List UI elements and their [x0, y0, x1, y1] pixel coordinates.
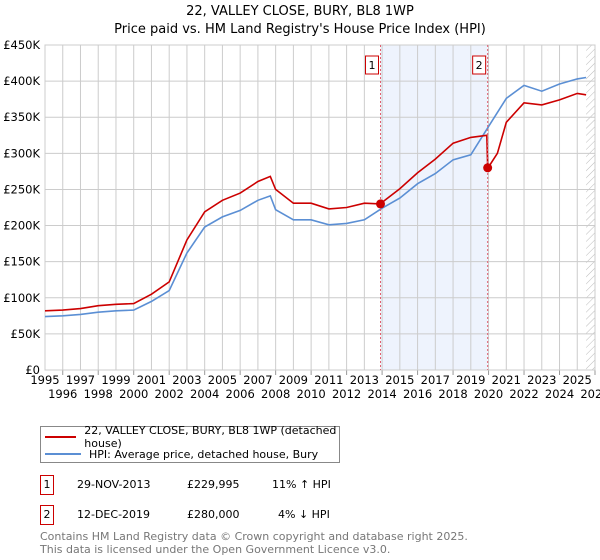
- legend-label-hpi: HPI: Average price, detached house, Bury: [89, 447, 319, 461]
- transaction-date: 12-DEC-2019: [77, 508, 151, 521]
- x-tick-label: 2017: [421, 373, 450, 387]
- x-tick-label: 2000: [119, 387, 148, 401]
- series-line: [44, 92, 587, 312]
- hatched-region: [586, 45, 595, 370]
- sale-label: 1: [369, 59, 376, 72]
- legend-item-hpi: HPI: Average price, detached house, Bury: [45, 446, 318, 462]
- transaction-delta: 4% ↓ HPI: [278, 508, 330, 521]
- x-tick-label: 2009: [279, 373, 308, 387]
- x-tick-label: 2025: [563, 373, 592, 387]
- chart-subtitle: Price paid vs. HM Land Registry's House …: [114, 22, 486, 37]
- transaction-row: 2 12-DEC-2019 £280,000 4% ↓ HPI: [40, 505, 600, 525]
- footer-line-2: This data is licensed under the Open Gov…: [40, 543, 391, 556]
- y-tick-label: £350K: [3, 110, 40, 124]
- price-chart: £0 £50K £100K £150K £200K £250K £300K £350K £400…: [3, 38, 600, 401]
- transaction-delta: 11% ↑ HPI: [272, 478, 331, 491]
- legend-label-property: 22, VALLEY CLOSE, BURY, BL8 1WP (detache…: [84, 424, 337, 450]
- x-tick-label: 2015: [385, 373, 414, 387]
- x-tick-label: 2019: [456, 373, 485, 387]
- sale-point: [376, 199, 385, 209]
- footer-line-1: Contains HM Land Registry data © Crown c…: [40, 530, 468, 543]
- y-tick-label: £150K: [3, 255, 40, 269]
- x-tick-label: 2016: [403, 387, 432, 401]
- footer: Contains HM Land Registry data © Crown c…: [40, 530, 468, 556]
- legend-swatch-red: [45, 436, 77, 438]
- x-tick-label: 2007: [243, 373, 272, 387]
- plot-frame: [44, 44, 596, 371]
- sale-label: 2: [476, 59, 483, 72]
- sale-label-box: [365, 55, 379, 75]
- x-tick-label: 2026: [580, 387, 600, 401]
- y-tick-label: £400K: [3, 74, 40, 88]
- x-tick-label: 2008: [261, 387, 290, 401]
- x-tick-label: 2013: [350, 373, 379, 387]
- x-tick-label: 2014: [367, 387, 396, 401]
- sale-point: [483, 163, 493, 173]
- y-tick-label: £450K: [3, 38, 40, 52]
- x-tick-label: 2022: [509, 387, 538, 401]
- x-tick-label: 2020: [474, 387, 503, 401]
- x-tick-label: 2001: [137, 373, 166, 387]
- x-tick-label: 2003: [172, 373, 201, 387]
- y-tick-label: £300K: [3, 146, 40, 160]
- x-tick-label: 2011: [314, 373, 343, 387]
- x-tick-label: 1998: [84, 387, 113, 401]
- x-tick-label: 2024: [545, 387, 574, 401]
- legend-swatch-blue: [45, 453, 81, 455]
- x-tick-label: 1999: [101, 373, 130, 387]
- x-tick-label: 1997: [66, 373, 95, 387]
- x-tick-label: 2006: [226, 387, 255, 401]
- x-tick-label: 2018: [438, 387, 467, 401]
- shaded-period: [380, 45, 488, 370]
- x-tick-label: 2002: [155, 387, 184, 401]
- y-tick-label: £0: [25, 363, 40, 377]
- x-tick-label: 2021: [492, 373, 521, 387]
- x-tick-label: 1995: [30, 373, 59, 387]
- sale-label-box: [472, 55, 487, 75]
- transaction-price: £229,995: [187, 478, 240, 491]
- legend: 22, VALLEY CLOSE, BURY, BL8 1WP (detache…: [40, 424, 340, 463]
- transaction-marker: 1: [40, 475, 54, 495]
- x-tick-label: 1996: [48, 387, 77, 401]
- x-tick-label: 2023: [527, 373, 556, 387]
- legend-item-property: 22, VALLEY CLOSE, BURY, BL8 1WP (detache…: [45, 424, 339, 450]
- x-tick-label: 2012: [332, 387, 361, 401]
- transaction-row: 1 29-NOV-2013 £229,995 11% ↑ HPI: [40, 475, 600, 495]
- y-tick-label: £100K: [3, 291, 40, 305]
- x-tick-label: 2004: [190, 387, 219, 401]
- y-tick-label: £50K: [11, 327, 41, 341]
- chart-title: 22, VALLEY CLOSE, BURY, BL8 1WP: [186, 4, 414, 19]
- y-tick-label: £200K: [3, 219, 40, 233]
- transaction-marker: 2: [40, 505, 54, 525]
- series-line: [44, 76, 587, 318]
- x-tick-label: 2010: [296, 387, 325, 401]
- transaction-price: £280,000: [187, 508, 240, 521]
- y-tick-label: £250K: [3, 182, 40, 196]
- transaction-date: 29-NOV-2013: [77, 478, 151, 491]
- x-tick-label: 2005: [208, 373, 237, 387]
